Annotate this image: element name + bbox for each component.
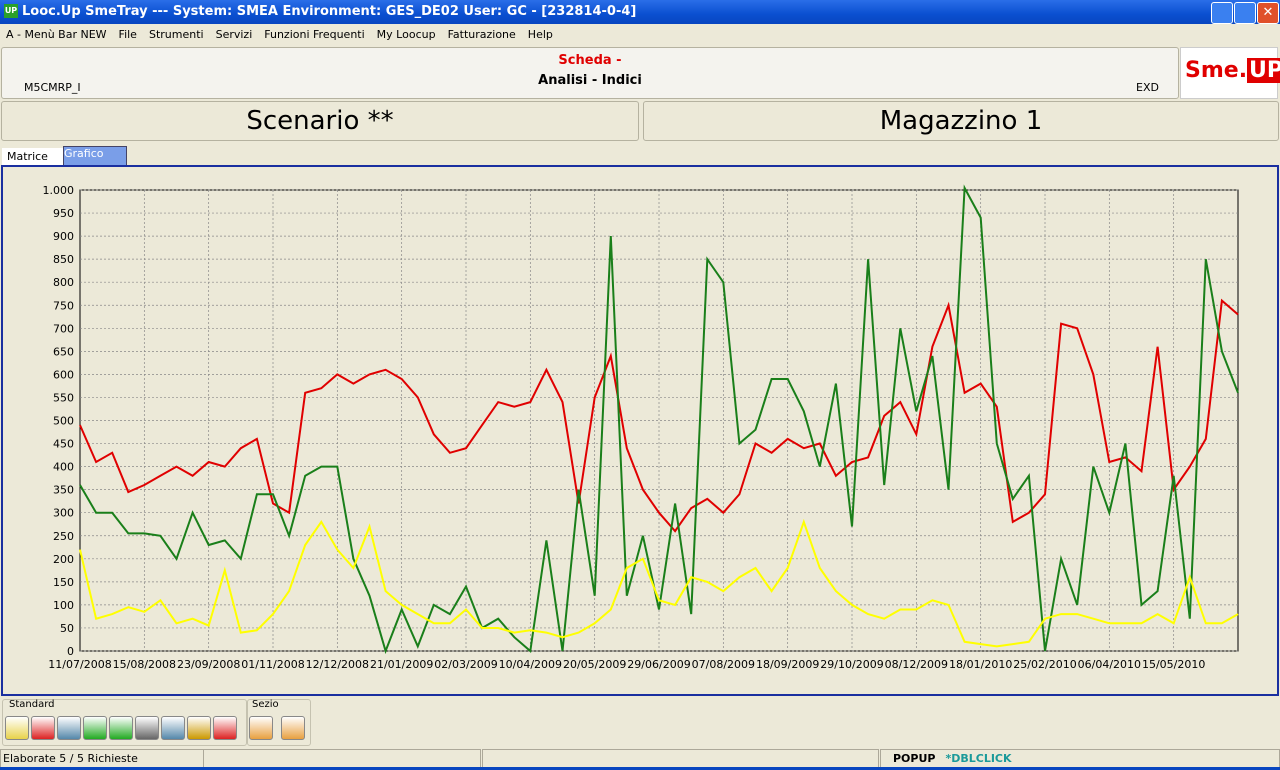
y-tick-label: 0	[67, 645, 74, 658]
y-tick-label: 350	[53, 484, 74, 497]
maximize-button[interactable]	[1234, 2, 1256, 24]
tool-button[interactable]	[281, 716, 305, 740]
x-tick-label: 11/07/2008	[48, 658, 111, 671]
x-tick-label: 12/12/2008	[306, 658, 369, 671]
y-tick-label: 300	[53, 507, 74, 520]
y-tick-label: 950	[53, 207, 74, 220]
code-label: M5CMRP_I	[24, 81, 81, 94]
menu-bar: A - Menù Bar NEW File Strumenti Servizi Funz…	[0, 24, 1280, 46]
logo-a: Sme.	[1185, 58, 1248, 83]
y-tick-label: 500	[53, 415, 74, 428]
magazzino-panel[interactable]: Magazzino 1	[643, 101, 1279, 141]
y-tick-label: 900	[53, 230, 74, 243]
close-button[interactable]: ✕	[1257, 2, 1279, 24]
menu-item[interactable]: Funzioni Frequenti	[264, 28, 365, 41]
y-tick-label: 600	[53, 368, 74, 381]
header-panel: Scheda - Analisi - Indici M5CMRP_I EXD	[1, 47, 1179, 99]
x-tick-label: 29/10/2009	[820, 658, 883, 671]
tool-button[interactable]	[135, 716, 159, 740]
logo: Sme.UP	[1180, 47, 1280, 99]
y-tick-label: 150	[53, 576, 74, 589]
y-tick-label: 50	[60, 622, 74, 635]
x-tick-label: 15/08/2008	[113, 658, 176, 671]
y-tick-label: 1.000	[43, 184, 75, 197]
x-tick-label: 20/05/2009	[563, 658, 626, 671]
y-tick-label: 400	[53, 461, 74, 474]
tab-active[interactable]: Grafico	[63, 146, 127, 166]
tab[interactable]: Matrice	[2, 148, 67, 165]
menu-item[interactable]: Servizi	[215, 28, 253, 41]
scenario-panel[interactable]: Scenario **	[1, 101, 639, 141]
tool-button[interactable]	[187, 716, 211, 740]
tool-button[interactable]	[31, 716, 55, 740]
group-label: Standard	[9, 699, 55, 710]
app-icon: UP	[4, 4, 18, 18]
tool-button[interactable]	[5, 716, 29, 740]
window-title: Looc.Up SmeTray --- System: SMEA Environ…	[22, 4, 637, 19]
y-tick-label: 550	[53, 391, 74, 404]
x-tick-label: 02/03/2009	[434, 658, 497, 671]
group-label: Sezio	[252, 699, 279, 710]
title-bar: UP Looc.Up SmeTray --- System: SMEA Envi…	[0, 0, 1280, 24]
status-cell	[203, 749, 481, 769]
tool-button[interactable]	[109, 716, 133, 740]
tool-button[interactable]	[83, 716, 107, 740]
menu-item[interactable]: Strumenti	[148, 28, 204, 41]
y-tick-label: 800	[53, 276, 74, 289]
menu-item[interactable]: A - Menù Bar NEW	[6, 28, 107, 41]
exd-label: EXD	[1136, 81, 1159, 94]
x-tick-label: 10/04/2009	[499, 658, 562, 671]
minimize-button[interactable]	[1211, 2, 1233, 24]
series-line	[79, 184, 1239, 655]
menu-item[interactable]: Fatturazione	[447, 28, 516, 41]
tool-button[interactable]	[213, 716, 237, 740]
series-line	[79, 298, 1239, 533]
toolbar-sezio: Sezio	[247, 699, 311, 746]
subtitle: Analisi - Indici	[538, 73, 642, 88]
series-line	[79, 518, 1239, 648]
tool-button[interactable]	[57, 716, 81, 740]
popup: POPUP	[893, 752, 936, 765]
y-tick-label: 250	[53, 530, 74, 543]
y-tick-label: 650	[53, 345, 74, 358]
x-tick-label: 29/06/2009	[627, 658, 690, 671]
toolbar-standard: Standard	[2, 699, 247, 746]
y-tick-label: 450	[53, 438, 74, 451]
logo-text: Sme.UP	[1185, 58, 1280, 83]
menu-item[interactable]: Help	[527, 28, 553, 41]
x-tick-label: 01/11/2008	[241, 658, 304, 671]
x-tick-label: 08/12/2009	[885, 658, 948, 671]
y-tick-label: 750	[53, 299, 74, 312]
x-tick-label: 06/04/2010	[1078, 658, 1141, 671]
tool-button[interactable]	[161, 716, 185, 740]
tool-button[interactable]	[249, 716, 273, 740]
status-cell	[482, 749, 879, 769]
logo-b: UP	[1247, 58, 1280, 83]
menu-item[interactable]: File	[118, 28, 137, 41]
x-tick-label: 21/01/2009	[370, 658, 433, 671]
status-text: Elaborate 5 / 5 Richieste	[0, 749, 204, 769]
y-tick-label: 200	[53, 553, 74, 566]
x-tick-label: 15/05/2010	[1142, 658, 1205, 671]
x-tick-label: 18/09/2009	[756, 658, 819, 671]
menu-item[interactable]: My Loocup	[376, 28, 436, 41]
x-tick-label: 07/08/2009	[692, 658, 755, 671]
y-tick-label: 700	[53, 322, 74, 335]
y-tick-label: 100	[53, 599, 74, 612]
bottom-edge	[0, 767, 1280, 770]
x-tick-label: 23/09/2008	[177, 658, 240, 671]
x-tick-label: 18/01/2010	[949, 658, 1012, 671]
y-tick-label: 850	[53, 253, 74, 266]
x-tick-label: 25/02/2010	[1013, 658, 1076, 671]
scheda-label: Scheda -	[558, 53, 622, 68]
dblclick: *DBLCLICK	[945, 752, 1012, 765]
status-events: POPUP *DBLCLICK	[880, 749, 1280, 769]
